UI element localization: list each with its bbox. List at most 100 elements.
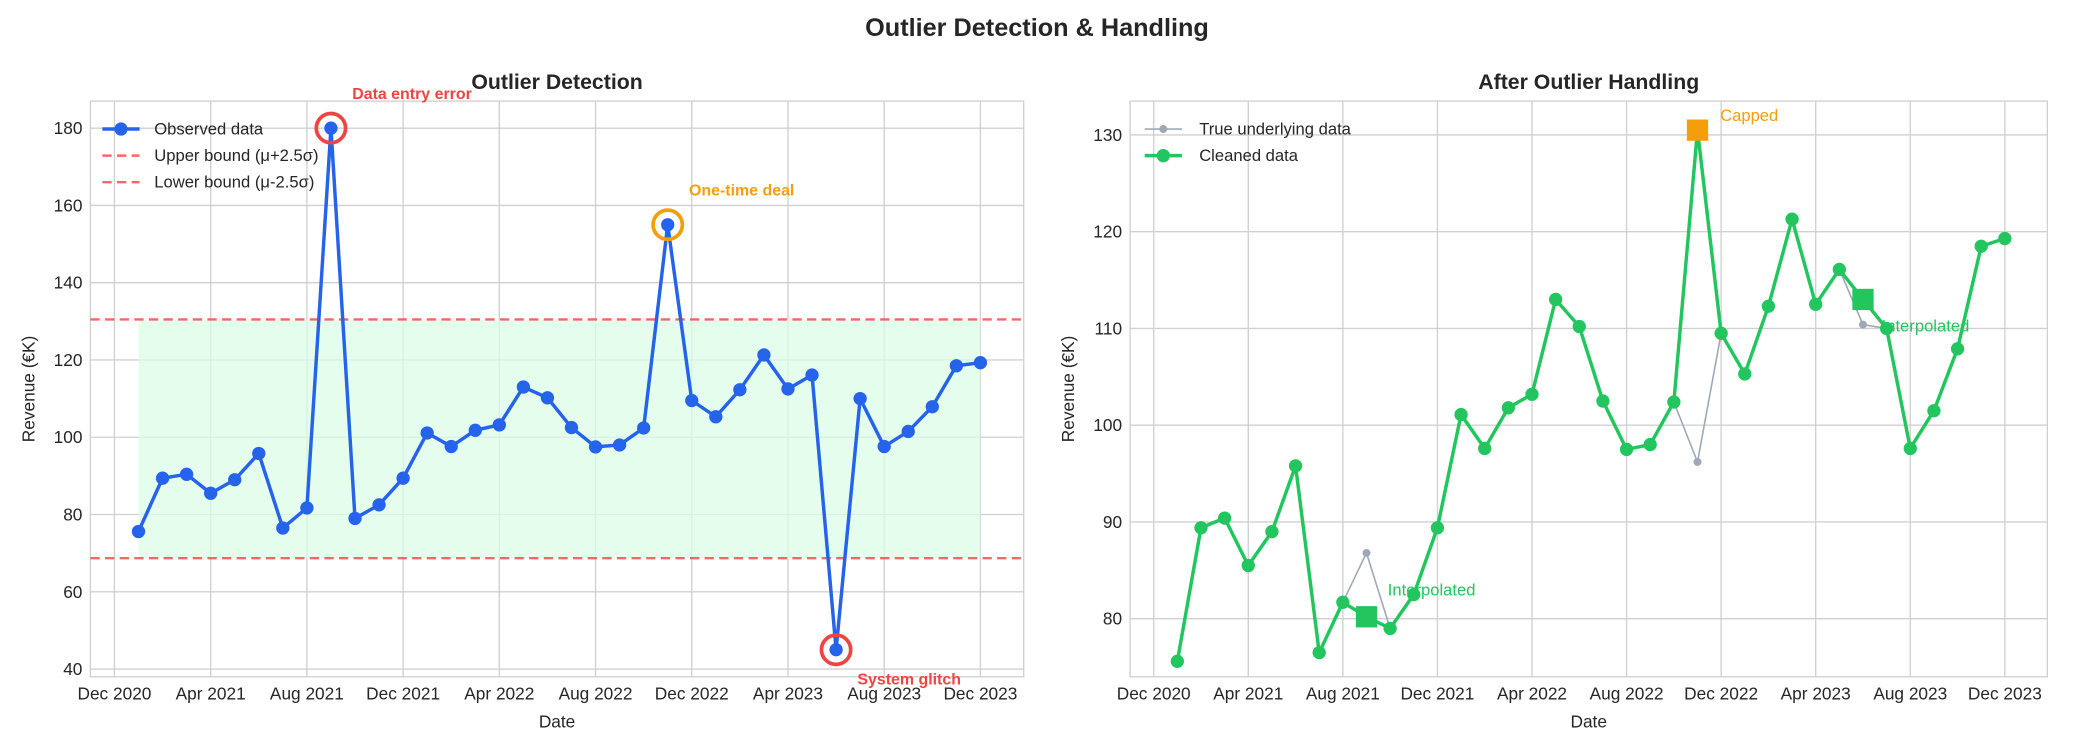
cleaned-data-point [1998,231,2012,246]
outlier-highlight-circle [651,208,685,242]
observed-data-point [179,467,194,481]
x-tick-label: Apr 2022 [1497,683,1567,703]
observed-data-point [420,426,434,440]
cleaned-data-point [1974,239,1988,253]
observed-data-point [588,440,603,454]
observed-data-point [781,382,795,396]
cleaned-data-point [1879,321,1894,336]
observed-data-point [949,359,964,373]
cleaned-data-point [1288,459,1303,473]
y-axis-label: Revenue (€K) [19,336,39,443]
observed-data-point [444,439,458,454]
cleaned-data-point [1832,262,1846,277]
observed-data-point [540,391,555,405]
true-data-point [1693,458,1702,466]
observed-data-point [276,521,290,535]
cleaned-data-point [1643,437,1657,452]
observed-data-point [348,511,362,526]
figure-title: Outlier Detection & Handling [865,14,1209,42]
x-tick-label: Dec 2021 [1400,683,1474,703]
cleaned-data-point [1383,621,1397,636]
cleaned-data-point [1572,319,1586,334]
cleaned-data-point [1336,595,1350,609]
y-tick-label: 180 [54,118,83,138]
x-tick-label: Aug 2023 [847,683,921,703]
cleaned-data-point [1478,441,1492,456]
legend-label: Cleaned data [1199,146,1299,165]
cleaned-data-point [1809,297,1823,311]
observed-data-point [228,473,242,487]
plot-frame [1129,100,2049,678]
y-tick-label: 60 [63,582,82,602]
x-tick-label: Aug 2021 [1306,683,1380,703]
cleaned-data-point [1217,511,1232,525]
cleaned-data-point [1241,558,1255,573]
observed-data-line [136,128,981,650]
x-tick-label: Aug 2022 [1590,683,1664,703]
outlier-annotation: One-time deal [689,182,794,199]
observed-data-point [468,423,482,437]
outlier-highlight-circle [314,111,348,145]
observed-data-point [925,400,939,414]
cleaned-data-point [1525,387,1539,401]
y-tick-label: 40 [63,659,82,679]
cleaned-data-point [1454,407,1468,422]
chart-title: After Outlier Handling [1478,70,1699,94]
handling-annotation: Interpolated [1882,316,1970,335]
cleaned-data-point [1903,441,1917,456]
x-tick-label: Apr 2023 [1781,683,1851,703]
y-tick-label: 140 [54,273,83,293]
observed-data-point [877,439,891,454]
x-tick-label: Apr 2021 [1213,683,1283,703]
x-tick-label: Apr 2021 [176,683,246,703]
observed-data-point [564,420,579,435]
observed-data-point [829,643,843,657]
observed-data-point [516,380,531,394]
cleaned-data-point [1430,521,1445,535]
cleaned-data-point [1596,394,1610,408]
capped-point-marker [1686,119,1709,141]
left-chart-outlier-detection: Outlier Detection 40 60 80 100 120 140 160 180 De… [19,70,1025,731]
cleaned-data-point [1714,326,1728,340]
observed-data-point [973,356,988,370]
x-axis-label: Date [539,711,575,731]
chart-title: Outlier Detection [471,70,642,94]
x-tick-label: Apr 2022 [464,683,534,703]
y-tick-label: 100 [54,427,83,447]
true-data-line [1176,216,2006,662]
normal-range-band [138,319,981,559]
observed-data-point [300,501,314,515]
outlier-annotation: System glitch [857,671,961,688]
observed-data-point [155,471,170,485]
observed-data-point [252,446,266,461]
observed-data-point [733,383,747,397]
cleaned-data-point [1761,299,1776,313]
cleaned-data-point [1265,525,1279,539]
observed-data-point [204,486,218,500]
x-tick-label: Dec 2022 [1684,683,1758,703]
observed-data-point [612,438,627,452]
legend: Observed data Upper bound (μ+2.5σ) Lower b… [102,119,319,192]
interpolated-point-marker [1852,288,1874,311]
x-tick-label: Aug 2022 [559,683,633,703]
observed-data-point [637,421,651,435]
cleaned-data-point [1738,367,1752,381]
observed-data-point [901,424,915,439]
observed-data-point [396,471,410,485]
handling-annotation: Capped [1720,106,1778,125]
observed-data-point [805,368,819,382]
observed-data-point [709,410,723,424]
outlier-highlight-circle [819,633,853,667]
cleaned-data-point [1194,521,1208,535]
observed-data-point [372,498,386,512]
y-tick-label: 120 [1093,222,1122,242]
plot-frame [89,100,1025,678]
x-tick-label: Dec 2022 [655,683,729,703]
y-tick-label: 80 [63,504,82,524]
y-tick-label: 120 [54,350,83,370]
y-tick-label: 110 [1095,318,1123,338]
legend-label: Lower bound (μ-2.5σ) [154,173,314,192]
cleaned-data-point [1170,654,1184,668]
outlier-annotation: Data entry error [352,86,472,103]
